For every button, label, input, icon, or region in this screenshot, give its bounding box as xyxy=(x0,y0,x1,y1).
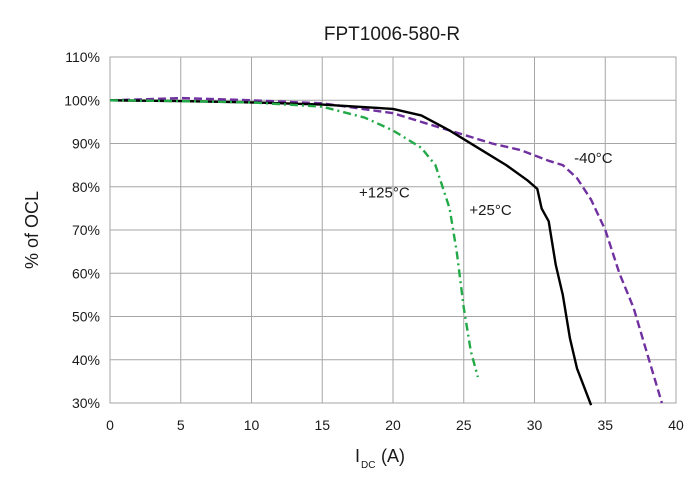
x-tick-label: 20 xyxy=(385,417,401,433)
x-tick-label: 10 xyxy=(244,417,260,433)
x-tick-label: 5 xyxy=(177,417,185,433)
x-tick-label: 0 xyxy=(106,417,114,433)
y-tick-label: 110% xyxy=(65,49,100,65)
x-axis-label: I DC (A) xyxy=(355,446,405,471)
y-tick-label: 60% xyxy=(72,265,100,281)
x-tick-label: 35 xyxy=(597,417,613,433)
series-line-125c xyxy=(109,99,480,378)
series-lines xyxy=(109,96,664,406)
y-tick-labels: 30% 40% 50% 60% 70% 80% 90% 100% 110% xyxy=(64,49,100,411)
y-tick-label: 90% xyxy=(72,136,100,152)
y-tick-label: 100% xyxy=(64,92,100,108)
svg-text:DC: DC xyxy=(361,460,375,471)
x-axis-label-unit: (A) xyxy=(381,446,405,466)
x-axis-label-main: I xyxy=(355,446,360,466)
plot-area-border xyxy=(109,56,677,404)
annotation-label: +125°C xyxy=(359,185,410,202)
annotation-label: +25°C xyxy=(469,202,511,219)
chart-title: FPT1006-580-R xyxy=(324,24,460,45)
y-tick-label: 80% xyxy=(72,179,100,195)
annotations: -40°C +25°C +125°C xyxy=(359,150,613,219)
x-tick-label: 40 xyxy=(668,417,684,433)
x-tick-labels: 0 5 10 15 20 25 30 35 40 xyxy=(106,417,684,433)
y-tick-label: 40% xyxy=(72,352,100,368)
y-tick-label: 50% xyxy=(72,309,100,325)
x-tick-label: 25 xyxy=(456,417,472,433)
y-axis-label: % of OCL xyxy=(22,191,42,269)
svg-text:I: I xyxy=(355,446,360,466)
x-tick-label: 30 xyxy=(527,417,543,433)
y-tick-label: 70% xyxy=(72,222,100,238)
series-line-25c xyxy=(109,99,593,406)
x-axis-label-sub: DC xyxy=(361,460,375,471)
y-tick-label: 30% xyxy=(72,395,100,411)
series-line-40c xyxy=(109,96,664,404)
x-tick-label: 15 xyxy=(314,417,330,433)
annotation-label: -40°C xyxy=(574,150,613,167)
svg-text:(A): (A) xyxy=(381,446,405,466)
